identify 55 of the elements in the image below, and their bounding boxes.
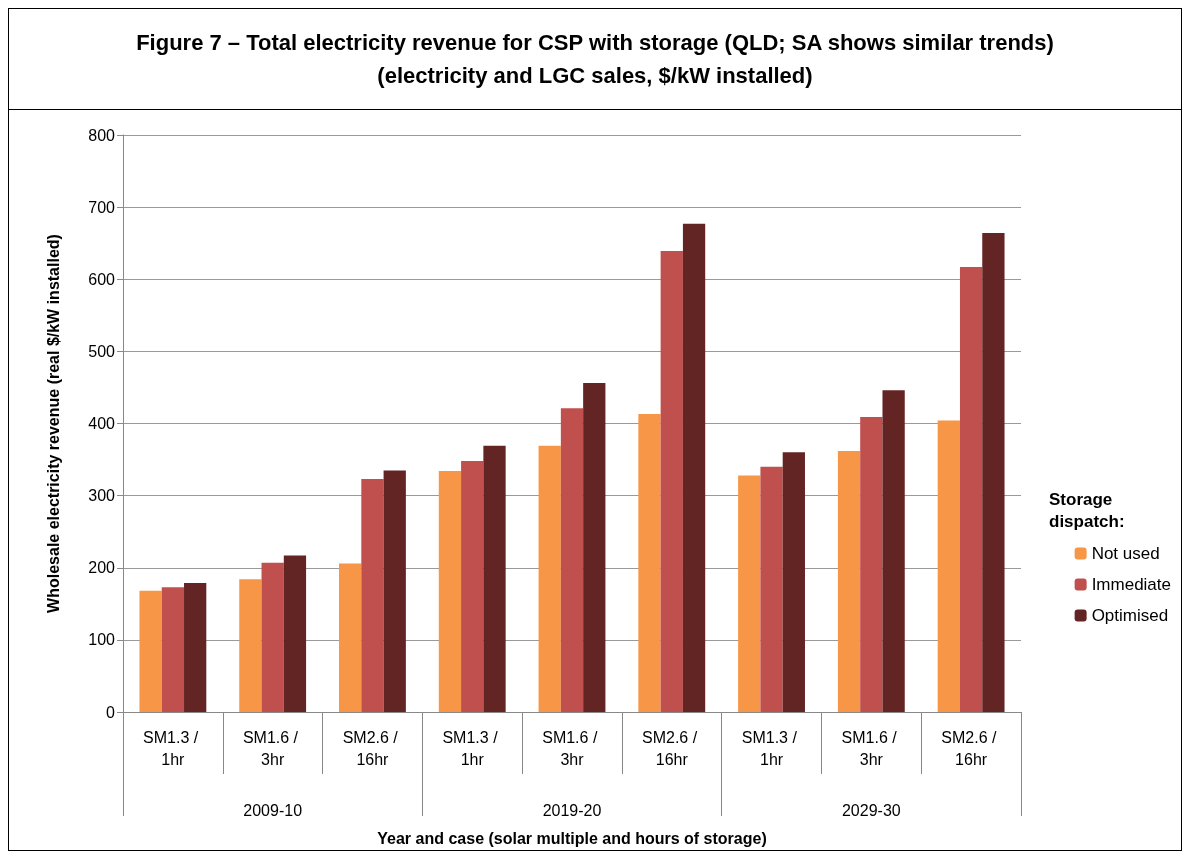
bar: [982, 233, 1005, 712]
legend-title: Storage dispatch:: [1049, 489, 1125, 531]
bar: [583, 383, 606, 712]
bar: [837, 450, 861, 712]
legend-label: Not used: [1091, 544, 1160, 563]
chart-title: Figure 7 – Total electricity revenue for CSP with storage (QLD; SA shows similar trends) (electricity and LGC sales, $/kW installed): [9, 9, 1181, 110]
x-tick-label: SM1.6 / 3hr: [242, 728, 303, 768]
bar: [438, 471, 462, 712]
x-tick-label: SM1.3 / 1hr: [442, 728, 503, 768]
bar: [638, 414, 661, 712]
bar: [682, 223, 706, 712]
text: 2029-30: [841, 801, 901, 819]
x-tick-label: SM2.6 / 16hr: [641, 728, 702, 768]
bar: [139, 590, 162, 712]
x-tick-label: SM1.6 / 3hr: [841, 728, 902, 768]
bar: [261, 562, 284, 712]
bar: [937, 420, 960, 712]
bar: [760, 466, 783, 712]
bar: [660, 251, 683, 712]
x-tick-label: SM1.3 / 1hr: [741, 728, 802, 768]
y-tick-label: 800: [88, 126, 116, 144]
bar: [560, 408, 584, 712]
bar: [283, 555, 307, 712]
y-tick-label: 700: [88, 198, 116, 216]
y-tick-label: 300: [88, 487, 116, 505]
bar: [339, 563, 362, 712]
bar: [239, 579, 262, 712]
x-tick-label: SM1.6 / 3hr: [542, 728, 602, 768]
bar: [959, 266, 983, 712]
text: 2019-20: [542, 801, 602, 819]
text: 2009-10: [243, 801, 303, 819]
y-tick-label: 200: [88, 559, 116, 577]
legend-label: Immediate: [1091, 575, 1172, 594]
bar: [461, 461, 484, 712]
x-tick-label: SM2.6 / 16hr: [941, 728, 1001, 768]
legend-label: Optimised: [1091, 606, 1169, 625]
bar: [161, 587, 185, 712]
bar: [738, 475, 761, 712]
y-tick-label: 0: [106, 703, 116, 721]
x-tick-label: SM2.6 / 16hr: [342, 728, 403, 768]
bar: [361, 479, 384, 712]
bar: [483, 445, 506, 712]
x-axis-title: Year and case (solar multiple and hours of storage): [377, 829, 767, 847]
bar: [383, 470, 406, 712]
bar: [882, 390, 905, 712]
y-tick-label: 100: [88, 631, 116, 649]
bar: [860, 417, 883, 712]
y-axis-title: Wholesale electricity revenue (real $/kW installed): [44, 234, 62, 613]
y-tick-label: 600: [88, 270, 116, 288]
x-tick-label: SM1.3 / 1hr: [143, 728, 203, 768]
y-tick-label: 400: [88, 415, 116, 432]
bar: [782, 452, 805, 712]
bar: [184, 582, 207, 712]
bar: [538, 445, 561, 712]
y-tick-label: 500: [88, 342, 116, 360]
